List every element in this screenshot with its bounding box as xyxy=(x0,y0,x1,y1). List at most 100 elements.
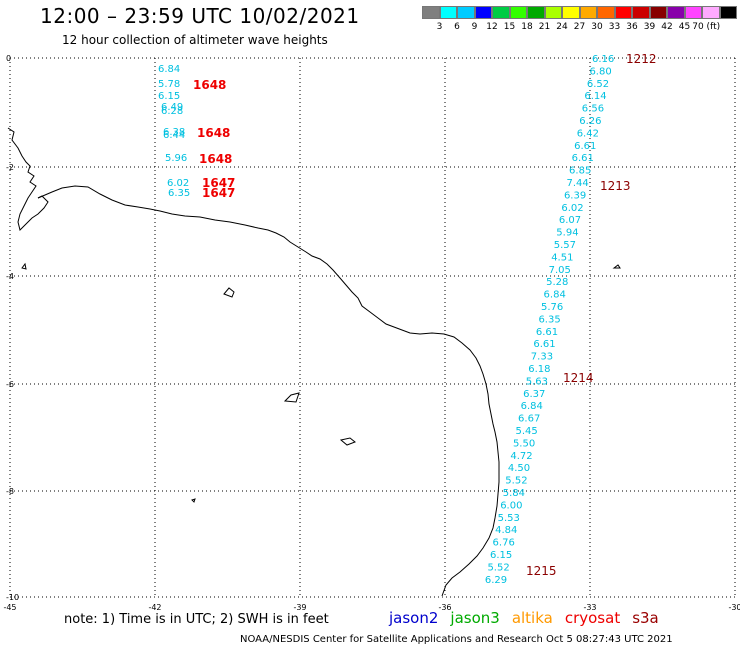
longitude-label: -45 xyxy=(3,603,16,612)
credit-footer: NOAA/NESDIS Center for Satellite Applica… xyxy=(240,634,673,645)
scale-label: 21 xyxy=(538,22,551,32)
scale-swatch xyxy=(667,6,685,19)
longitude-label: -42 xyxy=(148,603,161,612)
wave-height-value: 4.50 xyxy=(508,463,530,474)
island-3 xyxy=(339,437,356,446)
scale-label: 15 xyxy=(503,22,516,32)
wave-height-value: 6.84 xyxy=(521,401,543,412)
graticule xyxy=(9,57,736,598)
wave-height-value: 5.53 xyxy=(498,513,520,524)
island-1 xyxy=(223,287,235,298)
wave-height-value: 5.78 xyxy=(158,79,180,90)
scale-swatch xyxy=(422,6,440,19)
wave-height-value: 4.84 xyxy=(495,525,517,536)
wave-height-value: 7.05 xyxy=(549,265,571,276)
scale-label: 45 xyxy=(678,22,691,32)
scale-swatch xyxy=(527,6,545,19)
longitude-label: -36 xyxy=(438,603,451,612)
wave-height-value: 6.15 xyxy=(158,91,180,102)
scale-swatch xyxy=(509,6,527,19)
wave-height-value: 6.80 xyxy=(589,66,611,77)
wave-height-value: 6.76 xyxy=(493,538,515,549)
wave-height-value: 6.44 xyxy=(163,130,185,141)
wave-height-value: 6.16 xyxy=(592,54,614,65)
wave-height-value: 6.84 xyxy=(158,64,180,75)
western-coastline xyxy=(7,127,49,231)
wave-height-value: 6.56 xyxy=(582,104,604,115)
wave-height-value: 6.67 xyxy=(518,414,540,425)
altimeter-track-right: 6.166.806.526.146.566.266.426.616.616.85… xyxy=(485,52,657,586)
scale-label: 9 xyxy=(471,22,478,32)
scale-swatch xyxy=(649,6,667,19)
axis-labels: 0 -2 -4 -6 -8 -10-45 -42 -39 -36 -33 -30 xyxy=(3,54,740,612)
wave-height-value: 6.29 xyxy=(485,575,507,586)
wave-height-value: 5.84 xyxy=(503,488,525,499)
pass-time-label: 1648 xyxy=(199,152,232,166)
wave-height-value: 5.50 xyxy=(513,438,535,449)
wave-height-value: 6.85 xyxy=(569,166,591,177)
wave-height-value: 6.61 xyxy=(533,339,555,350)
wave-height-color-scale: 3 6 9 12 15 18 21 24 27 30 33 36 39 42 45 70 (ft) xyxy=(422,6,737,34)
satellite-legend-item: cryosat xyxy=(564,609,621,627)
scale-label: 70 (ft) xyxy=(692,22,721,32)
scale-swatch xyxy=(457,6,475,19)
wave-height-value: 4.72 xyxy=(510,451,532,462)
wave-height-value: 7.33 xyxy=(531,352,553,363)
scale-label: 36 xyxy=(626,22,638,32)
wave-height-value: 6.61 xyxy=(574,141,596,152)
scale-label: 6 xyxy=(454,22,460,32)
wave-height-value: 6.38 xyxy=(163,127,185,138)
scale-label: 27 xyxy=(573,22,586,32)
wave-height-value: 6.15 xyxy=(490,550,512,561)
units-note: note: 1) Time is in UTC; 2) SWH is in fe… xyxy=(64,612,329,627)
wave-height-value: 6.42 xyxy=(577,128,599,139)
wave-height-value: 5.45 xyxy=(516,426,538,437)
wave-height-value: 5.76 xyxy=(541,302,563,313)
scale-swatch xyxy=(719,6,737,19)
island-2 xyxy=(283,392,300,403)
pass-time-label: 1647 xyxy=(202,186,235,200)
wave-height-value: 4.51 xyxy=(551,252,573,263)
color-scale-swatches xyxy=(422,6,737,19)
scale-swatch xyxy=(492,6,510,19)
scale-swatch xyxy=(684,6,702,19)
pass-time-label: 1212 xyxy=(626,52,657,66)
latitude-label: -10 xyxy=(6,593,19,602)
wave-height-value: 6.00 xyxy=(500,500,522,511)
wave-height-value: 7.44 xyxy=(567,178,589,189)
scale-swatch xyxy=(614,6,632,19)
wave-height-value: 6.84 xyxy=(544,290,566,301)
wave-height-value: 6.35 xyxy=(168,188,190,199)
wave-height-value: 6.07 xyxy=(559,215,581,226)
wave-height-value: 5.96 xyxy=(165,153,187,164)
pass-time-label: 1215 xyxy=(526,564,557,578)
wave-height-value: 6.61 xyxy=(572,153,594,164)
wave-height-value: 6.02 xyxy=(561,203,583,214)
wave-height-value: 6.14 xyxy=(584,91,606,102)
wave-height-value: 6.39 xyxy=(564,190,586,201)
satellite-legend-item: jason2 xyxy=(389,609,439,627)
wave-height-value: 6.37 xyxy=(523,389,545,400)
longitude-label: -39 xyxy=(293,603,306,612)
satellite-legend-item: s3a xyxy=(632,609,659,627)
map-title: 12:00 – 23:59 UTC 10/02/2021 xyxy=(40,4,360,28)
scale-swatch xyxy=(579,6,597,19)
wave-height-value: 5.57 xyxy=(554,240,576,251)
wave-height-value: 6.28 xyxy=(161,106,183,117)
scale-swatch xyxy=(562,6,580,19)
color-scale-labels: 3 6 9 12 15 18 21 24 27 30 33 36 39 42 45 70 (ft) xyxy=(422,22,737,34)
latitude-label: -6 xyxy=(6,380,14,389)
island-6 xyxy=(191,498,196,503)
scale-swatch xyxy=(597,6,615,19)
wave-height-value: 5.94 xyxy=(556,228,578,239)
wave-height-value: 6.49 xyxy=(161,102,183,113)
wave-height-value: 6.18 xyxy=(528,364,550,375)
latitude-label: 0 xyxy=(6,54,11,63)
island-5 xyxy=(21,262,27,270)
coastline xyxy=(7,127,621,597)
scale-label: 30 xyxy=(591,22,603,32)
wave-height-value: 6.26 xyxy=(579,116,601,127)
scale-label: 24 xyxy=(556,22,568,32)
pass-time-label: 1213 xyxy=(600,179,631,193)
